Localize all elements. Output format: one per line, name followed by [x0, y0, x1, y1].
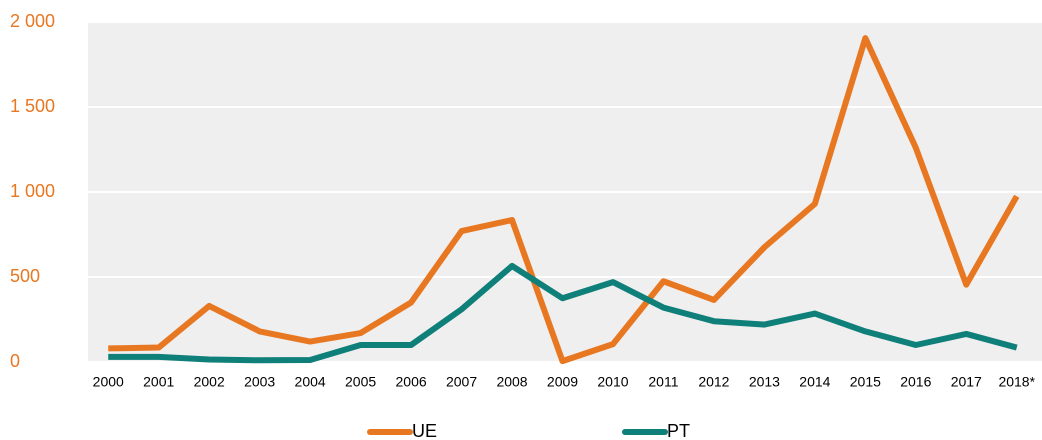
- x-tick-label: 2017: [951, 374, 982, 390]
- x-tick-label: 2004: [295, 374, 326, 390]
- x-tick-label: 2008: [496, 374, 527, 390]
- x-tick-label: 2002: [194, 374, 225, 390]
- legend-label: UE: [412, 421, 437, 440]
- legend-label: PT: [667, 421, 690, 440]
- y-tick-label: 0: [10, 351, 20, 371]
- x-tick-label: 2012: [698, 374, 729, 390]
- x-tick-label: 2016: [900, 374, 931, 390]
- x-tick-label: 2006: [396, 374, 427, 390]
- x-tick-label: 2005: [345, 374, 376, 390]
- y-tick-label: 500: [10, 266, 40, 286]
- y-tick-label: 2 000: [10, 11, 55, 31]
- y-tick-label: 1 000: [10, 181, 55, 201]
- line: [108, 262, 1018, 364]
- x-tick-label: 2010: [597, 374, 628, 390]
- x-tick-label: 2014: [799, 374, 830, 390]
- line: [108, 35, 1020, 365]
- x-tick-label: 2015: [850, 374, 881, 390]
- x-tick-label: 2007: [446, 374, 477, 390]
- x-tick-label: 2003: [244, 374, 275, 390]
- x-tick-label: 2011: [648, 374, 678, 390]
- x-tick-label: 2001: [143, 374, 174, 390]
- x-tick-label: 2013: [749, 374, 780, 390]
- x-tick-label: 2018*: [998, 374, 1035, 390]
- x-tick-label: 2000: [93, 374, 124, 390]
- x-tick-label: 2009: [547, 374, 578, 390]
- y-tick-label: 1 500: [10, 96, 55, 116]
